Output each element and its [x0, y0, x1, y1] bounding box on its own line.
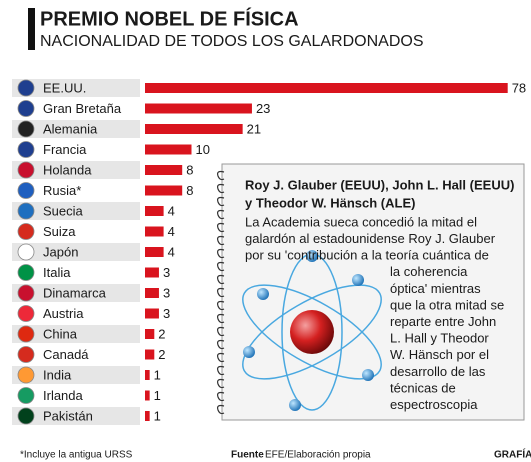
category-label: Italia [43, 265, 71, 280]
category-label: Austria [43, 306, 84, 321]
category-label: EE.UU. [43, 80, 86, 95]
category-label: Francia [43, 142, 87, 157]
flag [18, 408, 34, 424]
flag [18, 121, 34, 137]
flag [18, 306, 34, 322]
note-body: galardón al estadounidense Roy J. Glaube… [245, 231, 496, 246]
flag [18, 265, 34, 281]
note-body: L. Hall y Theodor [390, 331, 489, 346]
bar [145, 247, 164, 257]
bar [145, 370, 150, 380]
note-body: que la otra mitad se [390, 297, 504, 312]
footnote: *Incluye la antigua URSS [20, 450, 133, 461]
note-body: reparte entre John [390, 314, 496, 329]
category-label: Gran Bretaña [43, 101, 122, 116]
category-label: Canadá [43, 347, 89, 362]
flag [18, 203, 34, 219]
category-label: Pakistán [43, 408, 93, 423]
flag [18, 183, 34, 199]
source-label: Fuente [231, 450, 264, 461]
category-label: Holanda [43, 162, 92, 177]
bar [145, 309, 159, 319]
value-label: 1 [154, 408, 161, 423]
bar [145, 186, 182, 196]
bar [145, 329, 154, 339]
value-label: 4 [168, 203, 175, 218]
chart-subtitle: NACIONALIDAD DE TODOS LOS GALARDONADOS [40, 33, 424, 50]
category-label: Dinamarca [43, 285, 107, 300]
category-label: Suiza [43, 224, 76, 239]
note-title: y Theodor W. Hänsch (ALE) [245, 195, 415, 210]
chart-title: PREMIO NOBEL DE FÍSICA [40, 7, 299, 30]
flag [18, 244, 34, 260]
value-label: 2 [158, 326, 165, 341]
bar [145, 104, 252, 114]
flag [18, 101, 34, 117]
value-label: 3 [163, 285, 170, 300]
value-label: 2 [158, 347, 165, 362]
bar [145, 165, 182, 175]
bar [145, 288, 159, 298]
flag [18, 142, 34, 158]
note-body: desarrollo de las [390, 364, 486, 379]
credit: GRAFÍA [494, 448, 531, 461]
note-title: Roy J. Glauber (EEUU), John L. Hall (EEU… [245, 177, 514, 192]
value-label: 10 [196, 142, 210, 157]
flag [18, 367, 34, 383]
value-label: 1 [154, 388, 161, 403]
bar [145, 411, 150, 421]
category-label: India [43, 367, 72, 382]
value-label: 4 [168, 224, 175, 239]
value-label: 4 [168, 244, 175, 259]
flag [18, 326, 34, 342]
bar [145, 83, 508, 93]
flag [18, 347, 34, 363]
category-label: Suecia [43, 203, 84, 218]
category-label: China [43, 326, 78, 341]
flag [18, 224, 34, 240]
bar [145, 145, 192, 155]
bar [145, 350, 154, 360]
category-label: Japón [43, 244, 78, 259]
value-label: 8 [186, 162, 193, 177]
value-label: 3 [163, 306, 170, 321]
note-body: por su 'contribución a la teoría cuántic… [245, 248, 489, 263]
value-label: 23 [256, 101, 270, 116]
value-label: 78 [512, 80, 526, 95]
bar [145, 391, 150, 401]
value-label: 3 [163, 265, 170, 280]
note-body: W. Hänsch por el [390, 347, 489, 362]
category-label: Rusia* [43, 183, 81, 198]
note-body: la coherencia [390, 264, 468, 279]
note-body: óptica' mientras [390, 281, 481, 296]
title-accent [28, 8, 35, 50]
note-body: espectroscopia [390, 397, 478, 412]
value-label: 8 [186, 183, 193, 198]
flag [18, 285, 34, 301]
infographic: PREMIO NOBEL DE FÍSICA NACIONALIDAD DE T… [0, 0, 531, 462]
bar [145, 268, 159, 278]
category-label: Alemania [43, 121, 98, 136]
flag [18, 80, 34, 96]
bar [145, 227, 164, 237]
bar [145, 206, 164, 216]
source: EFE/Elaboración propia [265, 450, 371, 461]
category-label: Irlanda [43, 388, 84, 403]
flag [18, 388, 34, 404]
value-label: 21 [247, 121, 261, 136]
flag [18, 162, 34, 178]
value-label: 1 [154, 367, 161, 382]
bar [145, 124, 243, 134]
note-body: técnicas de [390, 380, 456, 395]
note-body: La Academia sueca concedió la mitad el [245, 214, 477, 229]
